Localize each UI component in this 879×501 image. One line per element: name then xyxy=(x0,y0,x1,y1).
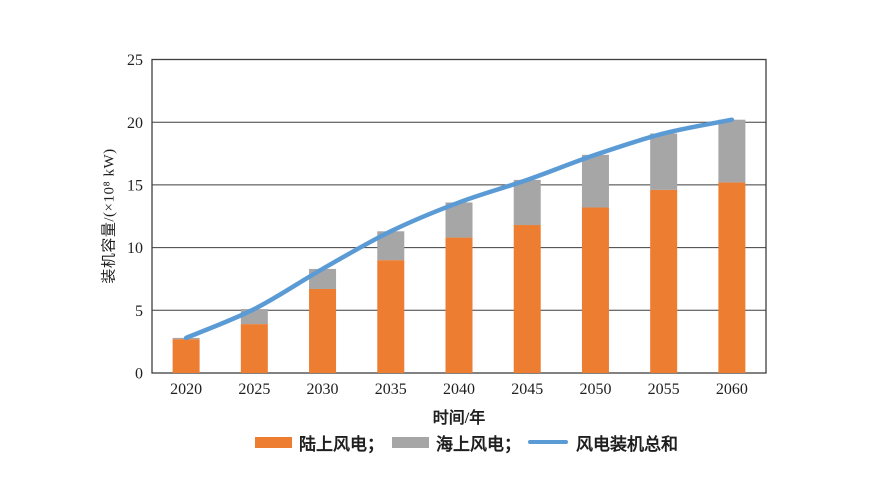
y-tick-label-0: 0 xyxy=(135,366,143,383)
bar-segment-onshore-2050 xyxy=(581,207,609,373)
bar-segment-onshore-2030 xyxy=(309,288,337,373)
bar-segment-offshore-2050 xyxy=(581,154,609,208)
bar-segment-onshore-2055 xyxy=(650,189,678,373)
y-tick-label-15: 15 xyxy=(127,178,143,195)
bar-segment-onshore-2040 xyxy=(445,237,473,373)
bar-segment-onshore-2035 xyxy=(377,260,405,373)
legend: 陆上风电； 海上风电； 风电装机总和 xyxy=(0,431,879,457)
legend-label-onshore: 陆上风电； xyxy=(299,434,384,454)
y-axis-title: 装机容量/(×10⁸ kW) xyxy=(101,148,118,284)
legend-item-offshore: 海上风电； xyxy=(392,431,521,454)
y-tick-label-5: 5 xyxy=(135,303,143,320)
x-tick-label-2020: 2020 xyxy=(170,381,202,398)
x-tick-label-2060: 2060 xyxy=(716,381,748,398)
bar-segment-offshore-2040 xyxy=(445,202,473,238)
offshore-wind-swatch-icon xyxy=(392,436,429,448)
total-line-swatch-icon xyxy=(528,440,568,444)
y-tick-label-25: 25 xyxy=(127,52,143,69)
x-tick-label-2025: 2025 xyxy=(238,381,270,398)
x-tick-label-2030: 2030 xyxy=(307,381,339,398)
x-tick-label-2050: 2050 xyxy=(579,381,611,398)
total-capacity-line xyxy=(183,117,735,341)
bar-segment-offshore-2045 xyxy=(513,179,541,226)
bar-segment-onshore-2045 xyxy=(513,225,541,373)
bar-segment-onshore-2060 xyxy=(718,182,746,373)
legend-item-onshore: 陆上风电； xyxy=(255,431,384,454)
x-tick-label-2045: 2045 xyxy=(511,381,543,398)
bar-segment-onshore-2020 xyxy=(172,339,200,373)
y-tick-label-20: 20 xyxy=(127,115,143,132)
x-tick-label-2040: 2040 xyxy=(443,381,475,398)
bar-segment-offshore-2060 xyxy=(718,119,746,183)
legend-label-total: 风电装机总和 xyxy=(576,434,678,454)
legend-label-offshore: 海上风电； xyxy=(436,434,521,454)
x-tick-label-2035: 2035 xyxy=(375,381,407,398)
onshore-wind-swatch-icon xyxy=(255,436,292,448)
bar-segment-onshore-2025 xyxy=(240,324,268,373)
y-tick-label-10: 10 xyxy=(127,240,143,257)
legend-item-total-line: 风电装机总和 xyxy=(528,431,678,454)
bar-segment-offshore-2055 xyxy=(650,133,678,190)
x-tick-label-2055: 2055 xyxy=(648,381,680,398)
x-axis-title: 时间/年 xyxy=(432,410,486,427)
